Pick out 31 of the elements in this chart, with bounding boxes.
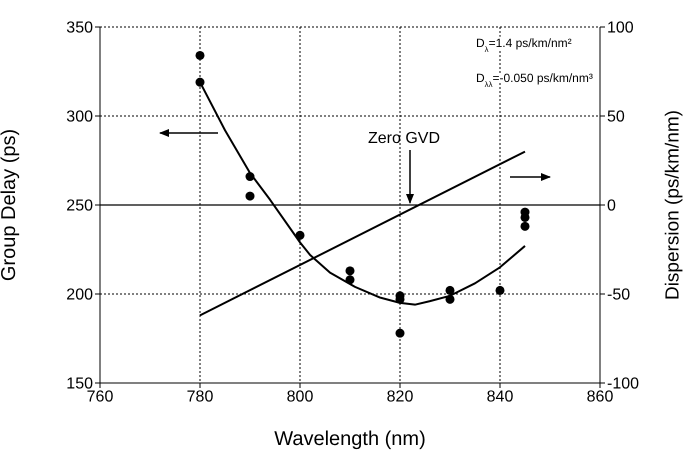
x-tick-label: 820: [386, 388, 414, 406]
x-tick-label: 800: [286, 388, 314, 406]
y2-axis-title: Dispersion (ps/km/nm): [662, 110, 684, 300]
y2-tick-label: 50: [607, 108, 625, 126]
point: [195, 78, 205, 87]
point: [445, 286, 455, 295]
point: [345, 266, 355, 276]
y2-tick-label: -50: [607, 286, 630, 304]
point: [395, 328, 405, 338]
x-axis-title: Wavelength (nm): [274, 428, 426, 450]
point: [245, 172, 255, 182]
y-tick-label: 300: [66, 108, 94, 126]
annotation: D$_{λλ}$=-0.050 ps/km/nm³: [476, 71, 593, 88]
x-tick-label: 760: [86, 388, 114, 406]
annotation: Zero GVD: [368, 130, 440, 147]
x-tick-label: 780: [186, 388, 214, 406]
point: [445, 294, 455, 304]
y-tick-label: 350: [66, 20, 94, 37]
x-tick-label: 840: [486, 388, 514, 406]
annotation: D$_{λ}$=1.4 ps/km/nm²: [476, 36, 572, 54]
point: [295, 230, 305, 240]
y-axis-title: Group Delay (ps): [0, 128, 20, 282]
point: [195, 50, 205, 60]
point: [520, 222, 530, 231]
y-tick-label: 200: [66, 286, 94, 304]
y2-tick-label: 100: [607, 20, 634, 37]
point: [345, 275, 355, 284]
point: [495, 286, 505, 295]
y-tick-label: 250: [66, 198, 94, 215]
point: [245, 192, 255, 201]
y2-tick-label: 0: [607, 198, 616, 215]
